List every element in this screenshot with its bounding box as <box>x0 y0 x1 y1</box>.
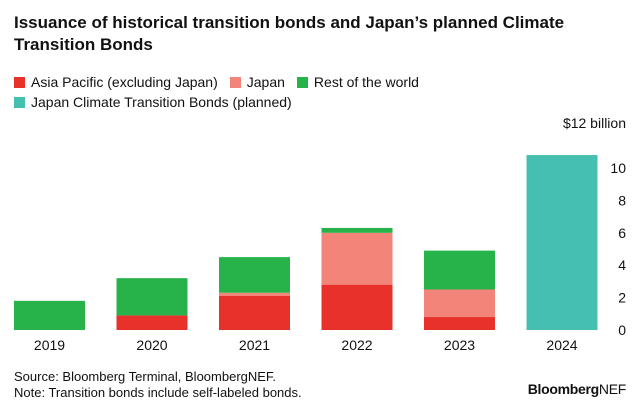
legend-item-rest-of-world: Rest of the world <box>296 72 419 92</box>
legend-swatch-rest-of-world <box>296 76 308 88</box>
brand-light: NEF <box>598 381 626 397</box>
x-tick-label-2019: 2019 <box>34 337 65 353</box>
y-axis-unit-label: $12 billion <box>563 115 626 131</box>
bar-2023-series-0 <box>424 317 495 330</box>
legend-label-rest-of-world: Rest of the world <box>313 74 419 90</box>
bars-group <box>14 155 598 330</box>
bar-2020-series-0 <box>116 315 188 330</box>
legend-swatch-japan-ctb <box>14 96 25 108</box>
bar-2023-series-1 <box>424 289 495 318</box>
bar-2021-series-2 <box>219 257 290 293</box>
legend-swatch-asia-pacific <box>14 76 25 88</box>
y-tick-label-4: 4 <box>618 257 626 273</box>
legend-label-japan-ctb: Japan Climate Transition Bonds (planned) <box>31 94 292 110</box>
x-tick-label-2024: 2024 <box>546 337 577 353</box>
x-tick-label-2023: 2023 <box>444 337 475 353</box>
bar-2023-series-2 <box>424 250 495 290</box>
bar-2021-series-0 <box>219 295 290 330</box>
stacked-bar-chart: 2019 2020 2021 2022 2023 2024 0 2 4 6 8 10 $12 bil… <box>14 115 626 353</box>
footnote: Note: Transition bonds include self-labe… <box>14 385 302 400</box>
legend-row-2: Japan Climate Transition Bonds (planned) <box>14 92 624 112</box>
legend-item-japan-ctb: Japan Climate Transition Bonds (planned) <box>14 92 292 112</box>
y-axis-labels: 0 2 4 6 8 10 <box>610 160 626 338</box>
legend: Asia Pacific (excluding Japan) Japan Res… <box>14 72 624 112</box>
x-tick-label-2021: 2021 <box>239 337 270 353</box>
x-tick-label-2022: 2022 <box>341 337 372 353</box>
footer-notes: Source: Bloomberg Terminal, BloombergNEF… <box>14 369 302 401</box>
chart-title: Issuance of historical transition bonds … <box>14 13 565 54</box>
bar-2022-series-0 <box>321 284 393 330</box>
legend-item-asia-pacific: Asia Pacific (excluding Japan) <box>14 72 218 92</box>
bar-2021-series-1 <box>219 292 290 296</box>
brand-logo: BloombergNEF <box>527 381 627 397</box>
legend-row-1: Asia Pacific (excluding Japan) Japan Res… <box>14 72 624 92</box>
bar-2022-series-2 <box>321 227 393 233</box>
y-tick-label-2: 2 <box>618 290 626 306</box>
x-axis-labels: 2019 2020 2021 2022 2023 2024 <box>34 337 578 353</box>
bar-2020-series-2 <box>116 278 188 316</box>
y-tick-label-6: 6 <box>618 225 626 241</box>
y-tick-label-8: 8 <box>618 192 626 208</box>
source-note: Source: Bloomberg Terminal, BloombergNEF… <box>14 369 277 384</box>
y-tick-label-0: 0 <box>618 322 626 338</box>
bar-2022-series-1 <box>321 232 393 285</box>
legend-item-japan: Japan <box>229 72 285 92</box>
x-tick-label-2020: 2020 <box>136 337 167 353</box>
brand-bold: Bloomberg <box>527 381 600 397</box>
y-tick-label-10: 10 <box>610 160 626 176</box>
legend-swatch-japan <box>229 76 241 88</box>
bar-2024-series-3 <box>526 155 598 330</box>
legend-label-asia-pacific: Asia Pacific (excluding Japan) <box>31 74 218 90</box>
legend-label-japan: Japan <box>246 74 285 90</box>
bar-2019-series-2 <box>14 300 85 330</box>
